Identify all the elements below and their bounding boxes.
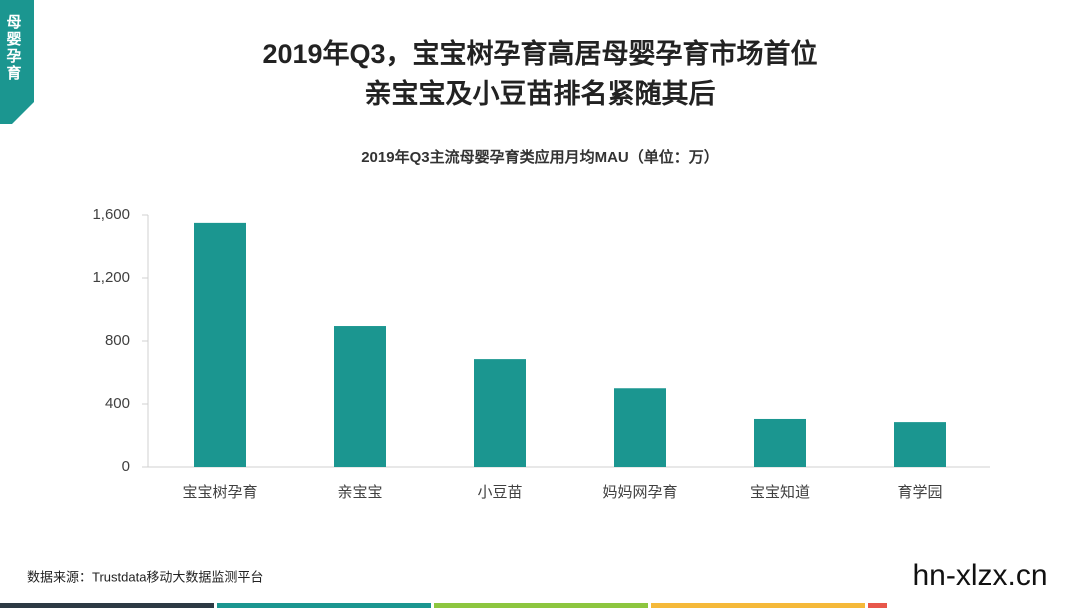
y-tick-label: 800 <box>105 332 130 349</box>
bar <box>754 418 806 467</box>
bar <box>474 359 526 467</box>
side-tag-shape <box>0 0 34 124</box>
x-tick-label: 宝宝知道 <box>750 484 810 501</box>
x-tick-label: 育学园 <box>897 484 942 501</box>
y-tick-label: 1,200 <box>92 269 130 286</box>
chart-title: 2019年Q3主流母婴孕育类应用月均MAU（单位：万） <box>361 148 719 166</box>
x-tick-label: 亲宝宝 <box>337 484 382 501</box>
x-tick-label: 妈妈网孕育 <box>602 484 677 501</box>
footer-strip <box>651 603 865 608</box>
y-tick-label: 400 <box>105 395 130 412</box>
bar <box>194 222 246 467</box>
bar <box>894 422 946 467</box>
footer-strip <box>0 603 214 608</box>
footer-strip <box>434 603 648 608</box>
x-tick-label: 小豆苗 <box>477 484 522 501</box>
source: 数据来源：Trustdata移动大数据监测平台 <box>27 569 263 584</box>
y-tick-label: 0 <box>122 458 130 475</box>
side-tag: 母婴孕育 <box>5 14 22 82</box>
bar <box>614 388 666 467</box>
watermark: hn-xlzx.cn <box>912 559 1047 592</box>
bar <box>334 326 386 467</box>
headline: 亲宝宝及小豆苗排名紧随其后 <box>365 78 716 109</box>
x-tick-label: 宝宝树孕育 <box>182 484 257 501</box>
watermark-box <box>887 543 1080 608</box>
footer-strip <box>217 603 431 608</box>
y-tick-label: 1,600 <box>92 206 130 223</box>
headline: 2019年Q3，宝宝树孕育高居母婴孕育市场首位 <box>262 38 817 69</box>
